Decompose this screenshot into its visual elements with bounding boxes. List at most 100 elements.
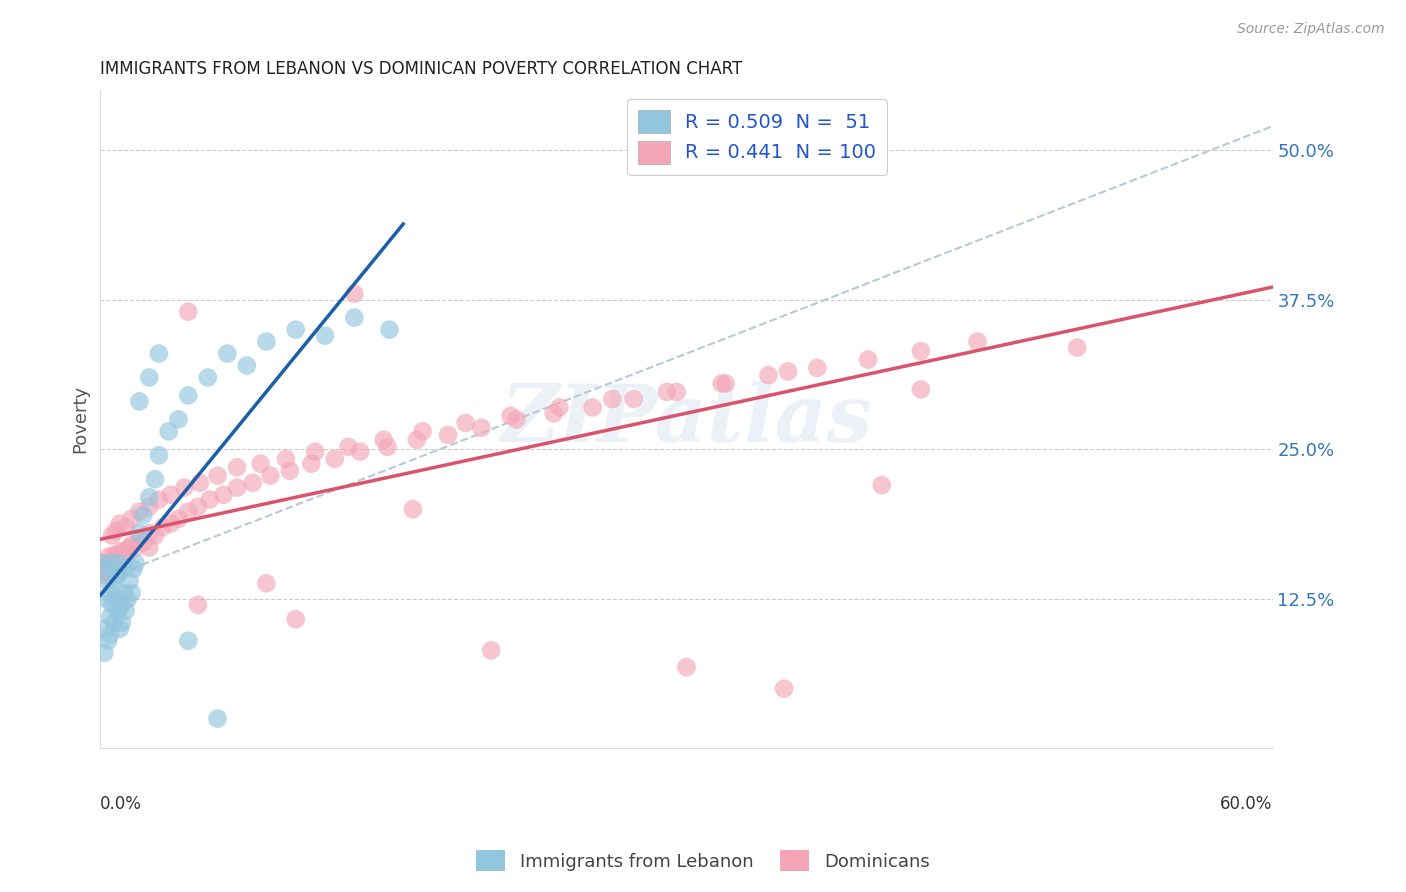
Point [107,548,129,562]
Point [117,591,139,606]
Point [108,622,131,636]
Point [148,346,170,360]
Point [114,604,136,618]
Point [121,538,143,552]
Point [274,451,297,466]
Point [343,310,366,325]
Point [665,384,688,399]
Point [97,549,120,564]
Point [138,490,160,504]
Point [910,383,932,397]
Point [226,460,249,475]
Point [108,549,131,564]
Point [101,598,124,612]
Point [104,524,127,538]
Point [217,346,239,360]
Point [117,548,139,562]
Point [710,376,733,391]
Point [437,428,460,442]
Point [152,520,174,534]
Point [173,481,195,495]
Point [143,472,166,486]
Text: 0.0%: 0.0% [100,795,142,813]
Point [93,622,115,636]
Point [124,556,146,570]
Point [177,304,200,318]
Point [111,598,134,612]
Point [284,323,307,337]
Point [107,604,129,618]
Point [101,559,124,574]
Point [121,512,143,526]
Point [412,425,434,439]
Point [623,392,645,406]
Point [177,504,200,518]
Text: IMMIGRANTS FROM LEBANON VS DOMINICAN POVERTY CORRELATION CHART: IMMIGRANTS FROM LEBANON VS DOMINICAN POV… [100,60,742,78]
Point [103,548,125,562]
Point [112,549,135,564]
Point [93,646,115,660]
Point [96,591,118,606]
Point [98,556,121,570]
Text: ZIPatlas: ZIPatlas [501,381,873,458]
Point [454,416,477,430]
Point [167,512,190,526]
Point [104,562,127,576]
Point [138,541,160,555]
Point [114,520,136,534]
Point [470,421,492,435]
Point [773,681,796,696]
Point [249,457,271,471]
Point [98,610,121,624]
Point [675,660,697,674]
Point [207,712,229,726]
Point [132,508,155,522]
Point [343,286,366,301]
Point [499,409,522,423]
Point [93,568,115,582]
Point [124,541,146,555]
Point [128,504,150,518]
Point [118,541,141,555]
Point [402,502,425,516]
Point [118,574,141,588]
Point [111,544,134,558]
Point [600,392,623,406]
Point [108,556,131,570]
Point [97,574,120,588]
Point [856,352,879,367]
Point [167,412,190,426]
Point [148,492,170,507]
Point [655,384,678,399]
Point [505,412,527,426]
Point [108,516,131,531]
Point [714,376,737,391]
Point [128,532,150,546]
Point [284,612,307,626]
Point [143,528,166,542]
Point [103,580,125,594]
Point [831,155,853,169]
Point [104,568,127,582]
Point [304,444,326,458]
Point [112,586,135,600]
Point [373,433,395,447]
Point [112,562,135,576]
Point [776,364,799,378]
Point [378,323,401,337]
Point [242,475,264,490]
Point [337,440,360,454]
Point [138,370,160,384]
Point [226,481,249,495]
Point [107,568,129,582]
Point [278,464,301,478]
Point [128,394,150,409]
Point [548,401,571,415]
Point [159,488,181,502]
Point [870,478,893,492]
Point [103,565,125,579]
Point [96,556,118,570]
Point [806,360,828,375]
Point [377,440,399,454]
Point [405,433,427,447]
